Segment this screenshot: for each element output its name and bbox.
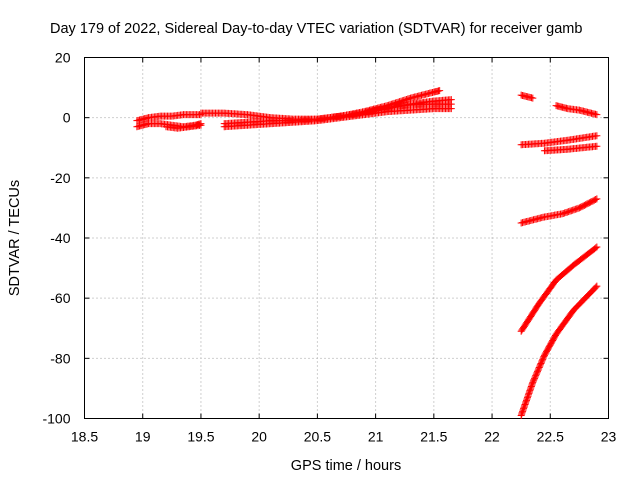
data-point: [593, 142, 601, 150]
axis-ticks: 18.5 19 19.5 20 20.5 21 21.5 22 22.5 23 20 0 -20 -40 -…: [42, 50, 616, 445]
y-axis-label: SDTVAR / TECUs: [7, 180, 23, 296]
chart-title: Day 179 of 2022, Sidereal Day-to-day VTE…: [50, 21, 582, 37]
data-point: [436, 87, 444, 95]
series-arc-12: [517, 195, 601, 227]
x-tick-label: 23: [601, 429, 617, 445]
y-tick-label: -80: [50, 350, 70, 366]
y-tick-label: -100: [42, 411, 70, 427]
data-point: [593, 282, 601, 290]
x-tick-label: 21: [368, 429, 384, 445]
data-point: [593, 243, 601, 251]
x-tick-label: 22.5: [537, 429, 564, 445]
data-point: [593, 111, 601, 119]
x-tick-label: 20.5: [304, 429, 331, 445]
data-point: [529, 94, 537, 102]
series-arc-11: [540, 142, 601, 155]
x-tick-label: 21.5: [420, 429, 447, 445]
y-tick-label: -60: [50, 290, 70, 306]
series-arc-10: [517, 132, 601, 149]
x-tick-label: 22: [484, 429, 500, 445]
x-tick-label: 20: [251, 429, 267, 445]
series-arc-3: [162, 121, 205, 132]
data-point: [593, 195, 601, 203]
series-arc-7: [325, 100, 455, 122]
series-arc-14: [517, 282, 601, 419]
data-point: [592, 244, 600, 252]
x-axis-label: GPS time / hours: [291, 458, 401, 474]
series-arc-13: [517, 243, 601, 335]
data-point: [593, 132, 601, 140]
x-tick-label: 19.5: [187, 429, 214, 445]
y-tick-label: 20: [55, 50, 71, 66]
data-point: [197, 121, 205, 129]
series-arc-1: [133, 111, 205, 125]
series-arc-8: [517, 91, 537, 102]
y-tick-label: 0: [63, 110, 71, 126]
data-point: [447, 100, 455, 108]
x-tick-label: 18.5: [71, 429, 98, 445]
data-points: [133, 87, 601, 419]
x-tick-label: 19: [135, 429, 151, 445]
y-tick-label: -40: [50, 230, 70, 246]
series-arc-9: [552, 102, 601, 119]
data-point: [592, 196, 600, 204]
data-point: [592, 283, 600, 291]
y-tick-label: -20: [50, 170, 70, 186]
